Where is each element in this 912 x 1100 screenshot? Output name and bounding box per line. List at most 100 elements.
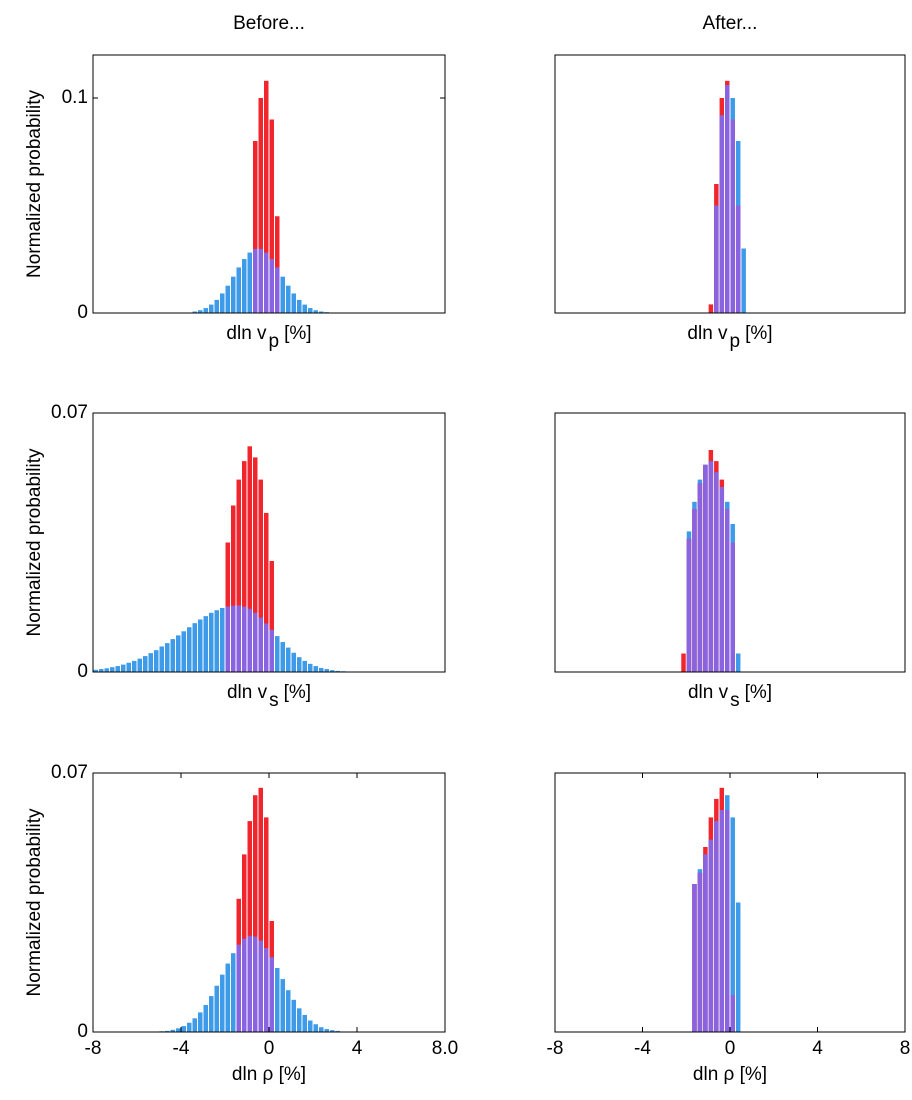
histogram-bar: [247, 446, 252, 672]
plot-frame: [92, 412, 446, 673]
histogram-bar: [253, 457, 258, 672]
overlap-bar: [269, 259, 274, 313]
histogram-bar: [313, 310, 318, 313]
x-tick-label: 0: [264, 1038, 275, 1059]
x-axis-label-text: dln ρ [%]: [232, 1064, 306, 1085]
overlap-bar: [735, 205, 741, 313]
histogram-bar: [275, 216, 280, 313]
histogram-bar: [154, 650, 159, 672]
histogram-bar: [324, 1029, 329, 1032]
overlap-bar: [242, 606, 247, 672]
histogram-bar: [297, 1008, 302, 1032]
histogram-bar: [291, 652, 296, 672]
histogram-bar: [330, 670, 335, 672]
x-axis-label: dln ρ [%]: [693, 1064, 767, 1085]
overlap-bar: [725, 509, 730, 672]
histogram-bar: [198, 310, 203, 313]
histogram-bar: [291, 999, 296, 1032]
x-tick-label: 4: [352, 1038, 363, 1059]
histogram-bar: [126, 662, 131, 672]
histogram-bar: [187, 1022, 192, 1032]
histogram-bar: [253, 141, 258, 313]
histogram-bar: [258, 479, 263, 672]
histogram-bar: [258, 787, 263, 1032]
overlap-bar: [253, 936, 258, 1032]
histogram-bar: [225, 285, 230, 313]
histogram-bar: [209, 996, 214, 1032]
plot-frame: [92, 772, 446, 1033]
overlap-bar: [714, 472, 719, 672]
x-axis-label-text: dln ρ [%]: [693, 1064, 767, 1085]
histogram-bar: [187, 627, 192, 672]
overlap-bar: [708, 461, 714, 672]
x-axis-label-unit: [%]: [745, 323, 772, 344]
histogram-bar: [319, 1027, 324, 1032]
histogram-bar: [264, 80, 269, 313]
x-axis-label-unit: [%]: [284, 323, 311, 344]
histogram-bar: [159, 646, 164, 672]
histogram-bar: [280, 979, 285, 1032]
histogram-bar: [99, 669, 104, 672]
x-axis-label-unit: [%]: [284, 682, 311, 703]
overlap-bar: [714, 205, 719, 313]
histogram-bar: [297, 657, 302, 672]
column-title: After...: [703, 13, 758, 34]
x-axis-label: dln v s [%]: [688, 682, 772, 711]
histogram-bar: [203, 1004, 208, 1032]
x-axis-label-subscript: s: [269, 690, 279, 711]
histogram-bar: [148, 653, 153, 672]
histogram-bar: [335, 670, 340, 672]
histogram-bar: [231, 505, 236, 672]
overlap-bar: [258, 617, 263, 672]
overlap-bar: [269, 957, 274, 1032]
x-axis-label-text: dln v: [688, 682, 729, 703]
y-tick-label: 0: [77, 302, 88, 323]
y-tick-label: 0.07: [51, 402, 88, 423]
histogram-bar: [165, 1030, 170, 1032]
plot-frame: [554, 412, 906, 673]
overlap-bar: [697, 483, 703, 672]
x-axis-label-unit: [%]: [745, 682, 772, 703]
y-axis-label: Normalized probability: [24, 448, 45, 636]
histogram-bar: [247, 252, 252, 313]
histogram-bar: [203, 308, 208, 313]
x-axis-label-subscript: p: [730, 331, 741, 352]
histogram-bar: [137, 658, 142, 672]
histogram-bar: [220, 607, 225, 672]
histogram-bar: [225, 963, 230, 1032]
histogram-bar: [192, 623, 197, 672]
histogram-bar: [192, 1018, 197, 1032]
y-tick-label: 0.07: [51, 762, 88, 783]
histogram-bar: [176, 1028, 181, 1032]
histogram-bar: [730, 817, 735, 1032]
histogram-bar: [220, 974, 225, 1032]
x-tick-label: -4: [634, 1038, 651, 1059]
histogram-bar: [104, 668, 109, 672]
histogram-bar: [209, 612, 214, 672]
x-tick-label: 8.0: [432, 1038, 458, 1059]
overlap-bar: [264, 252, 269, 313]
histogram-bar: [275, 636, 280, 672]
histogram-bar: [324, 669, 329, 672]
histogram-bar: [231, 276, 236, 313]
overlap-bar: [269, 629, 274, 672]
plot-frame: [92, 54, 446, 314]
overlap-bar: [258, 940, 263, 1032]
histogram-bar: [214, 610, 219, 672]
histogram-bar: [165, 643, 170, 672]
overlap-bar: [703, 464, 708, 672]
y-axis-label: Normalized probability: [24, 90, 45, 278]
histogram-bar: [741, 248, 746, 313]
x-axis-label-subscript: s: [730, 690, 740, 711]
y-tick-label: 0: [77, 1021, 88, 1042]
histogram-bar: [286, 647, 291, 672]
histogram-bar: [264, 817, 269, 1032]
overlap-bar: [231, 605, 236, 672]
histogram-bar: [132, 660, 137, 672]
overlap-bar: [264, 948, 269, 1032]
histogram-bar: [143, 656, 148, 672]
histogram-bar: [93, 669, 98, 672]
histogram-bar: [280, 276, 285, 313]
histogram-bar: [308, 308, 313, 313]
